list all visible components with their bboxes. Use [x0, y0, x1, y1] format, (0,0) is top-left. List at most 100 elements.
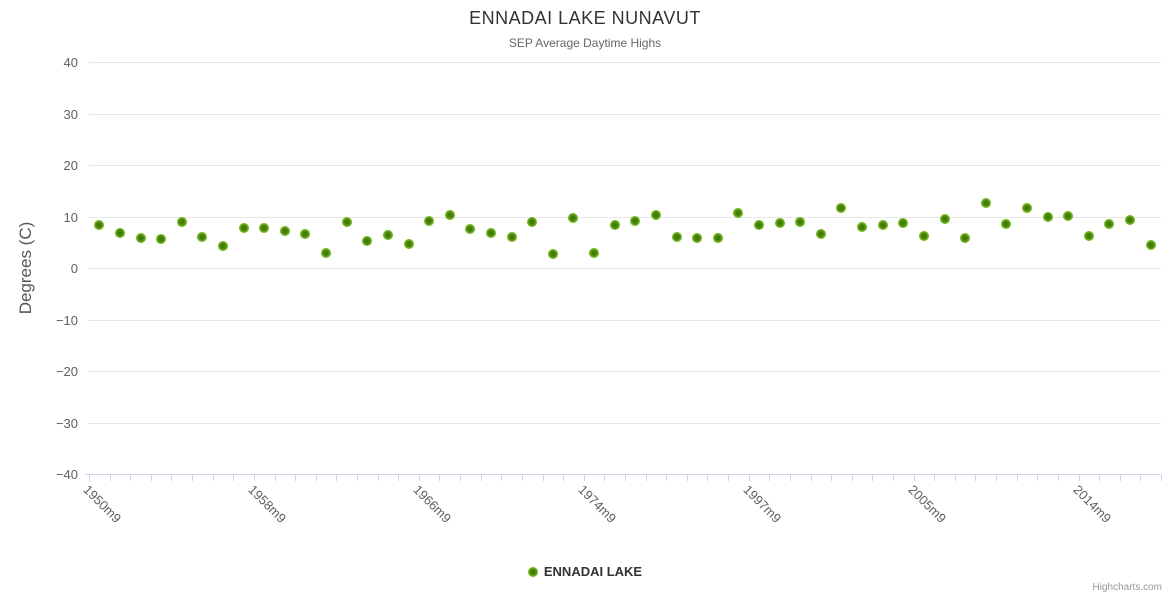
data-point[interactable]	[341, 216, 352, 227]
x-axis-tick	[439, 475, 441, 481]
legend-item-ennadai-lake[interactable]: ENNADAI LAKE	[527, 564, 642, 579]
data-point[interactable]	[918, 230, 929, 241]
data-point[interactable]	[1063, 210, 1074, 221]
data-point[interactable]	[1001, 219, 1012, 230]
data-point[interactable]	[1104, 219, 1115, 230]
data-point[interactable]	[857, 221, 868, 232]
x-axis-tick	[934, 475, 936, 481]
x-axis-tick	[1037, 475, 1039, 481]
x-axis-tick	[810, 475, 812, 481]
data-point[interactable]	[877, 220, 888, 231]
data-point[interactable]	[815, 229, 826, 239]
x-axis-tick	[1140, 475, 1142, 481]
data-point[interactable]	[444, 210, 455, 221]
data-point[interactable]	[1083, 231, 1094, 242]
y-axis-title: Degrees (C)	[16, 221, 35, 315]
x-axis-tick	[831, 475, 833, 481]
x-axis-tick	[625, 475, 626, 481]
highcharts-credit-link[interactable]: Highcharts.com	[1092, 582, 1162, 593]
y-gridline	[89, 216, 1161, 218]
data-point[interactable]	[382, 230, 393, 241]
data-point[interactable]	[960, 232, 971, 243]
chart-subtitle: SEP Average Daytime Highs	[508, 36, 662, 50]
data-point[interactable]	[795, 217, 806, 228]
x-axis-tick	[233, 475, 235, 481]
data-point[interactable]	[279, 225, 290, 236]
data-point[interactable]	[589, 248, 600, 259]
x-axis-tick	[851, 475, 853, 481]
x-axis-tick	[274, 475, 276, 481]
data-point[interactable]	[1022, 203, 1032, 214]
data-point[interactable]	[362, 236, 373, 247]
x-axis-tick	[1099, 475, 1101, 481]
y-axis-tick-label: 40	[63, 55, 78, 70]
data-point[interactable]	[94, 219, 105, 230]
x-axis-tick	[996, 475, 998, 481]
x-axis-tick	[357, 475, 358, 481]
data-point[interactable]	[650, 209, 661, 220]
data-point[interactable]	[774, 217, 785, 228]
y-gridline	[89, 113, 1161, 115]
x-axis-tick	[913, 475, 915, 481]
data-point[interactable]	[1145, 240, 1156, 251]
data-point[interactable]	[836, 202, 847, 213]
data-point[interactable]	[630, 215, 641, 226]
data-point[interactable]	[424, 215, 435, 226]
data-point[interactable]	[218, 240, 228, 251]
data-point[interactable]	[135, 232, 146, 243]
x-axis-tick	[150, 475, 152, 481]
data-point[interactable]	[238, 222, 249, 233]
y-gridline	[89, 319, 1161, 321]
data-point[interactable]	[898, 218, 909, 229]
data-point[interactable]	[733, 208, 744, 219]
x-axis-tick	[666, 475, 668, 481]
data-point[interactable]	[980, 197, 991, 208]
x-axis-tick	[1119, 475, 1121, 481]
data-point[interactable]	[197, 231, 208, 242]
data-point[interactable]	[300, 229, 311, 239]
x-axis-tick	[109, 475, 111, 481]
x-axis-line	[85, 474, 1161, 475]
circle-marker-icon	[527, 566, 538, 577]
y-axis-tick-label: 20	[63, 158, 78, 173]
data-point[interactable]	[486, 227, 496, 238]
data-point[interactable]	[506, 232, 517, 243]
y-gridline	[89, 371, 1161, 372]
data-point[interactable]	[692, 233, 703, 244]
data-point[interactable]	[114, 228, 125, 239]
x-axis-tick	[604, 475, 606, 481]
x-axis-tick	[377, 475, 379, 481]
data-point[interactable]	[176, 217, 187, 228]
x-axis-tick	[253, 475, 255, 481]
x-axis-tick	[686, 475, 688, 481]
x-axis-tick-label: 2014m9	[1070, 482, 1115, 526]
x-axis-tick	[769, 475, 771, 481]
data-point[interactable]	[939, 213, 950, 224]
x-axis-tick	[1078, 475, 1080, 481]
x-axis-tick	[645, 475, 647, 481]
data-point[interactable]	[527, 217, 538, 228]
data-point[interactable]	[754, 220, 764, 231]
data-point[interactable]	[465, 223, 476, 234]
data-point[interactable]	[568, 213, 579, 224]
data-point[interactable]	[547, 249, 558, 260]
x-axis-tick-label: 1950m9	[80, 482, 125, 526]
y-gridline	[89, 62, 1161, 63]
x-axis-tick	[192, 475, 194, 481]
x-axis-tick	[1016, 475, 1018, 481]
x-axis-tick	[563, 475, 565, 481]
x-axis-tick	[893, 475, 894, 481]
data-point[interactable]	[712, 233, 723, 244]
x-axis-tick	[1161, 475, 1162, 481]
data-point[interactable]	[403, 239, 414, 250]
x-axis-tick	[521, 475, 523, 481]
data-point[interactable]	[609, 220, 620, 231]
data-point[interactable]	[1042, 211, 1053, 222]
data-point[interactable]	[259, 223, 270, 234]
data-point[interactable]	[1125, 215, 1136, 226]
data-point[interactable]	[156, 233, 167, 244]
x-axis-tick	[212, 475, 214, 481]
data-point[interactable]	[321, 247, 332, 258]
x-axis-tick	[1057, 475, 1059, 481]
data-point[interactable]	[671, 231, 682, 242]
